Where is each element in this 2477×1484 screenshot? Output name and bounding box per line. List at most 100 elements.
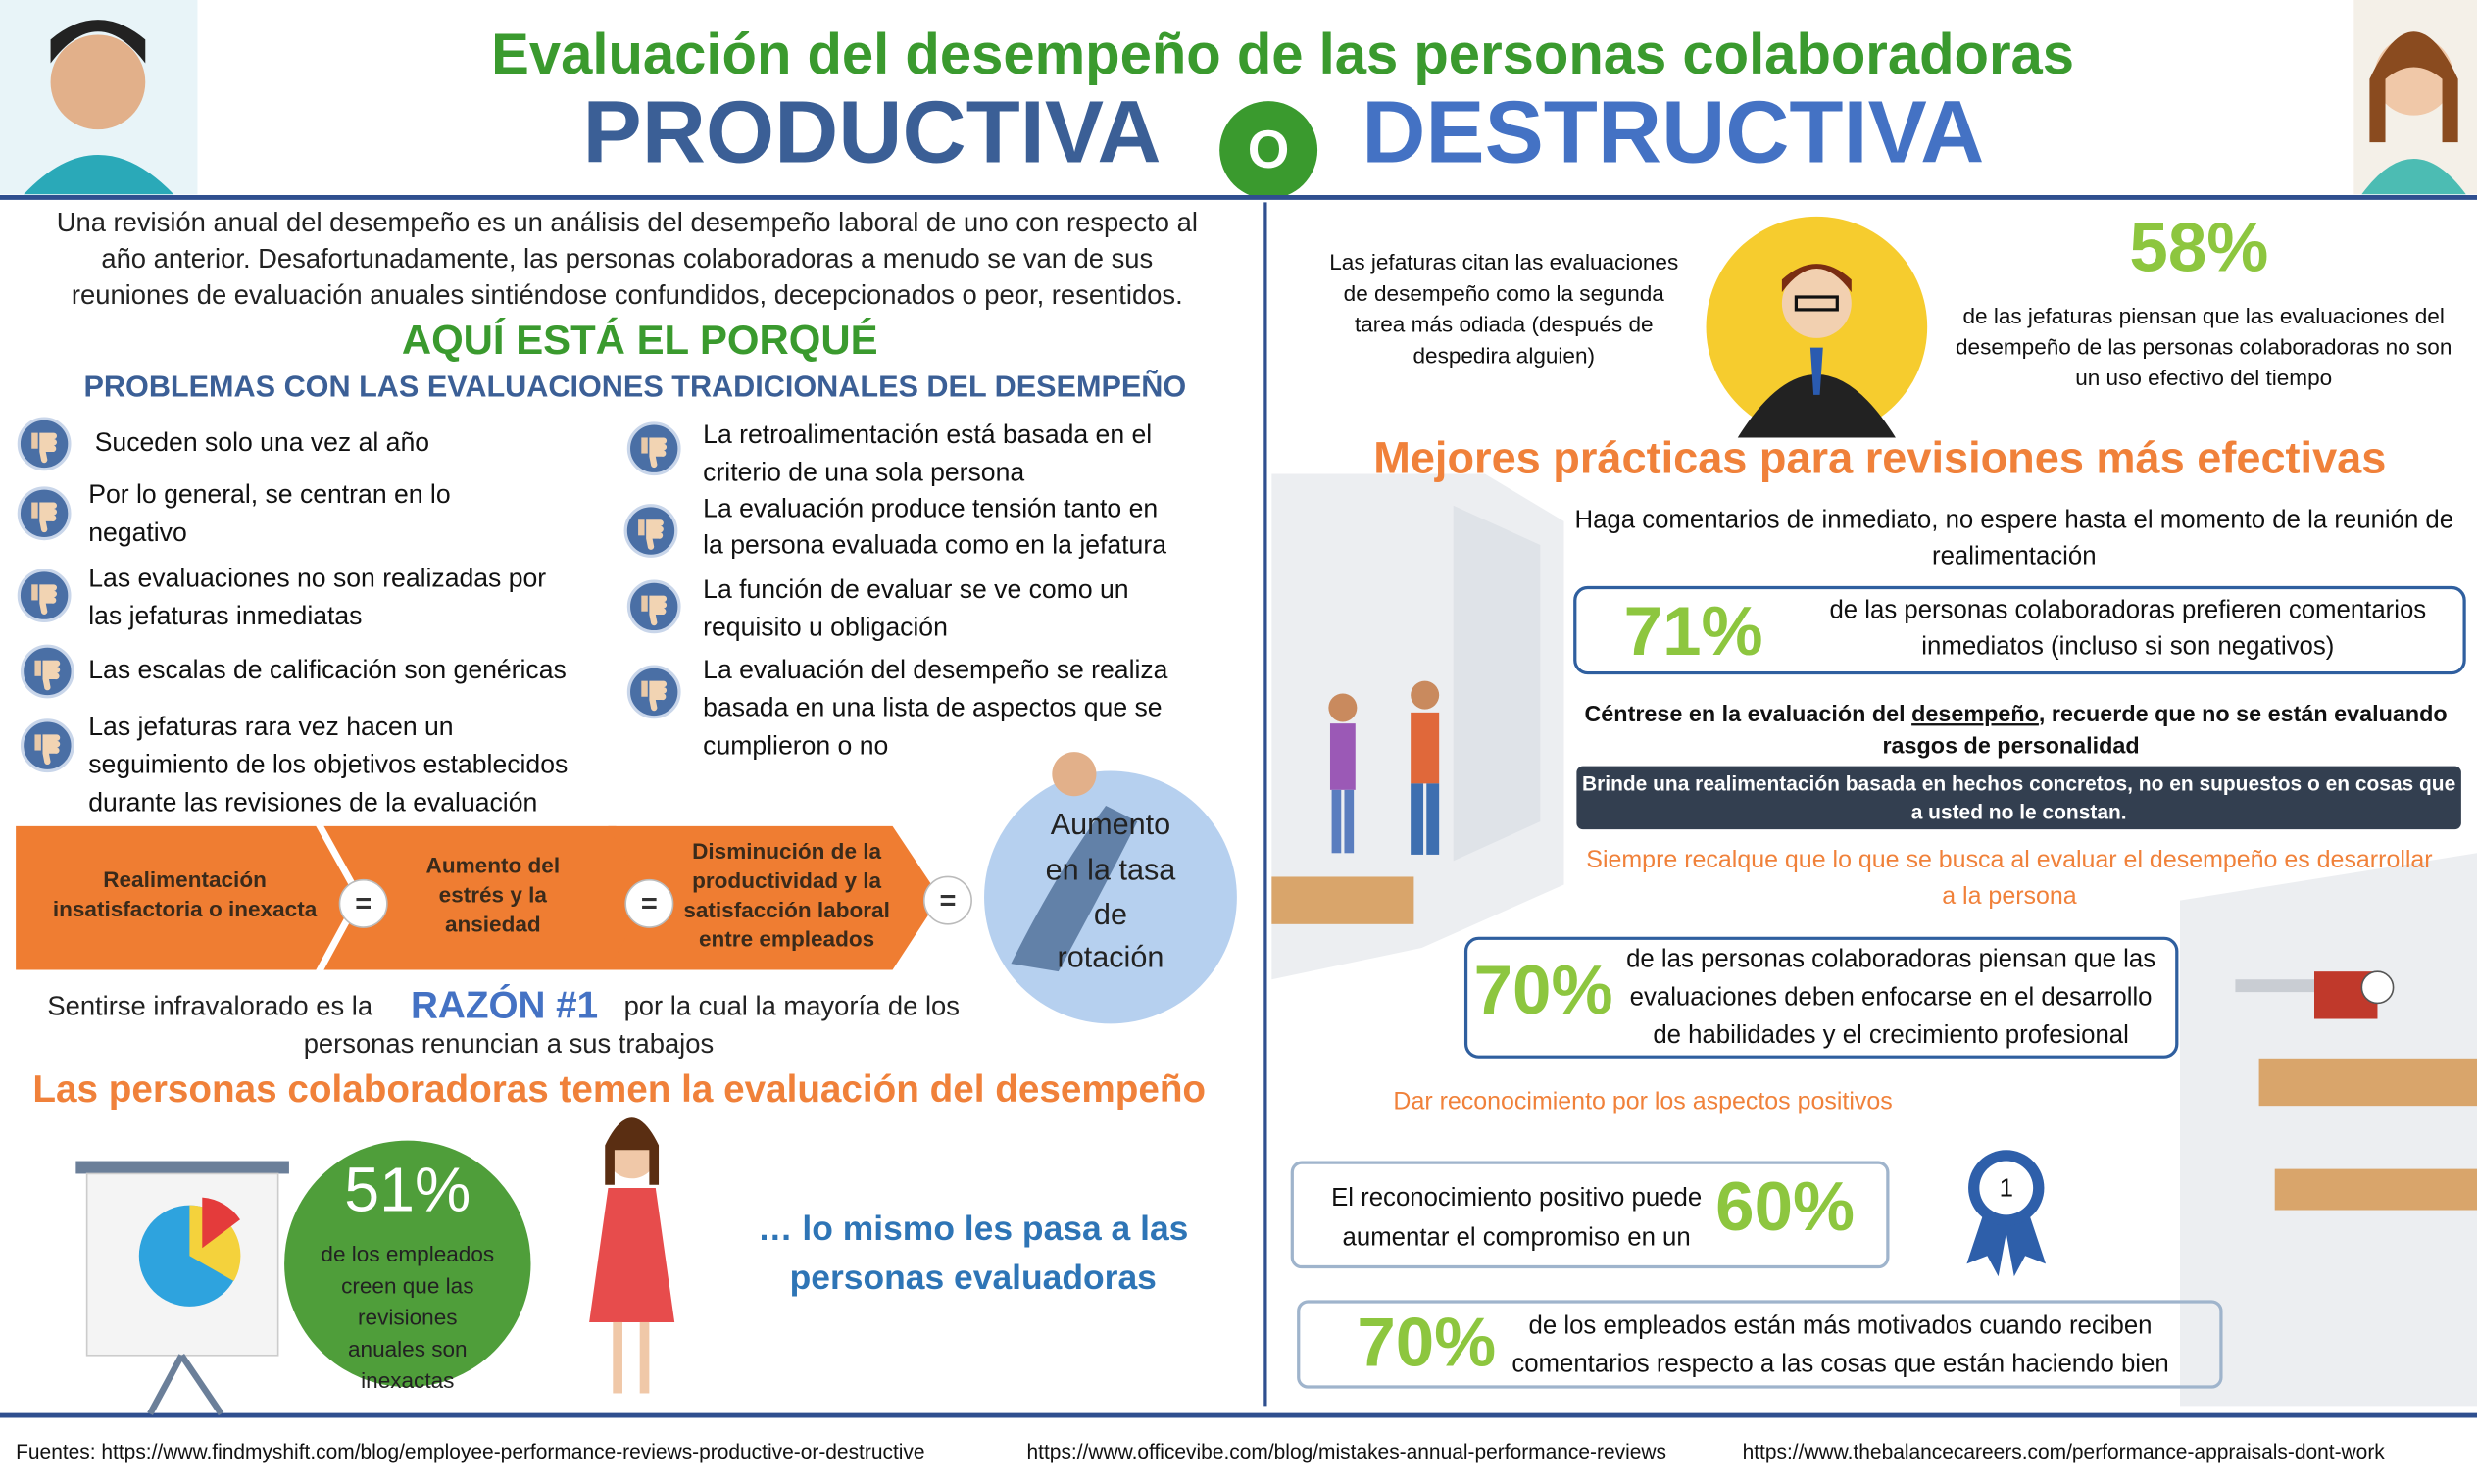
equals: = [355, 888, 372, 919]
intro-line: año anterior. Desafortunadamente, las pe… [101, 243, 1153, 273]
connector: O [1248, 119, 1290, 179]
equals: = [641, 888, 658, 919]
chain-step: Realimentación [103, 867, 267, 892]
connector-badge [1219, 101, 1318, 200]
headline-right: DESTRUCTIVA [1362, 83, 1984, 182]
reason-highlight: RAZÓN #1 [411, 983, 598, 1026]
stat-text: revisiones [358, 1306, 458, 1330]
stressed-man [1706, 216, 1928, 438]
chain-step: Disminución de la [692, 839, 881, 864]
stat-text: El reconocimiento positivo puede [1331, 1184, 1702, 1212]
problem-line: las jefaturas inmediatas [88, 601, 362, 630]
evaluators-text: … lo mismo les pasa a las [758, 1209, 1188, 1248]
tip-text: Céntrese en la evaluación del desempeño,… [1584, 701, 2447, 726]
hated-text: Las jefaturas citan las evaluaciones [1329, 250, 1678, 274]
title: Evaluación del desempeño de las personas… [491, 23, 2074, 86]
problem-line: La evaluación produce tensión tanto en [703, 494, 1158, 523]
chain-arrows [16, 752, 1237, 1024]
people-office [1328, 680, 1440, 855]
problem-line: La evaluación del desempeño se realiza [703, 655, 1168, 684]
stat-boxes [1290, 585, 2466, 1389]
chain-result: de [1094, 898, 1127, 931]
problem-line: negativo [88, 518, 187, 547]
tip-text: Siempre recalque que lo que se busca al … [1586, 846, 2432, 873]
tip-text: desempeño [1911, 701, 2039, 726]
tip-text: rasgos de personalidad [1882, 732, 2139, 758]
source: https://www.thebalancecareers.com/perfor… [1743, 1441, 2386, 1463]
chain-result: Aumento [1051, 808, 1171, 841]
facts-text: a usted no le constan. [1911, 802, 2127, 824]
facts-banner [1576, 766, 2461, 830]
tip-text: Haga comentarios de inmediato, no espere… [1574, 507, 2453, 534]
chain-step: ansiedad [445, 912, 541, 936]
hated-text: tarea más odiada (después de [1355, 313, 1654, 337]
tip-text: , recuerde que no se están evaluando [2039, 701, 2448, 726]
problem-line: cumplieron o no [703, 730, 888, 760]
woman-figure [589, 1117, 675, 1394]
hated-text: de desempeño como la segunda [1344, 281, 1665, 306]
problem-line: Suceden solo una vez al año [95, 427, 429, 457]
stat-text: inexactas [361, 1368, 454, 1393]
chain-step: insatisfactoria o inexacta [53, 897, 318, 921]
stat-text: de las personas colaboradoras piensan qu… [1626, 946, 2155, 973]
stat-value: 71% [1624, 593, 1763, 670]
stat-text: de las personas colaboradoras prefieren … [1829, 597, 2426, 624]
stat-text: de los empleados [321, 1242, 494, 1266]
chain-result: en la tasa [1046, 854, 1177, 887]
stat-value: 58% [2129, 210, 2268, 287]
stat-circle [284, 1140, 531, 1388]
stat-value: 70% [1357, 1304, 1496, 1381]
stat-value: 70% [1474, 952, 1613, 1029]
reason-text: personas renuncian a sus trabajos [304, 1028, 714, 1059]
source: Fuentes: https://www.findmyshift.com/blo… [16, 1441, 924, 1463]
problem-line: Por lo general, se centran en lo [88, 479, 450, 509]
problem-line: La función de evaluar se ve como un [703, 574, 1128, 604]
fear-heading: Las personas colaboradoras temen la eval… [32, 1068, 1206, 1111]
problem-line: Las jefaturas rara vez hacen un [88, 712, 453, 741]
stat-text: un uso efectivo del tiempo [2075, 366, 2332, 390]
evaluators-text: personas evaluadoras [790, 1258, 1157, 1297]
stat-text: anuales son [348, 1337, 468, 1361]
reason-text: Sentirse infravalorado es la [47, 990, 372, 1020]
facts-text: Brinde una realimentación basada en hech… [1582, 773, 2455, 796]
chain-step: satisfacción laboral [683, 898, 890, 922]
easel-chart [75, 1161, 289, 1416]
stat-value: 51% [344, 1154, 471, 1224]
headline-left: PRODUCTIVA [583, 83, 1162, 182]
section-heading: AQUÍ ESTÁ EL PORQUÉ [402, 317, 878, 363]
woman-avatar [2353, 0, 2477, 195]
stat-text: comentarios respecto a las cosas que est… [1511, 1350, 2168, 1377]
medal [1966, 1150, 2047, 1277]
problem-line: La retroalimentación está basada en el [703, 420, 1152, 449]
source: https://www.officevibe.com/blog/mistakes… [1027, 1441, 1666, 1463]
stat-text: de los empleados están más motivados cua… [1529, 1312, 2153, 1340]
problem-line: basada en una lista de aspectos que se [703, 693, 1162, 722]
man-avatar [0, 0, 198, 195]
stat-text: aumentar el compromiso en un [1343, 1223, 1691, 1251]
problem-line: la persona evaluada como en la jefatura [703, 530, 1166, 560]
medal-number: 1 [2000, 1174, 2013, 1202]
best-heading: Mejores prácticas para revisiones más ef… [1373, 433, 2386, 483]
chain-step: productividad y la [692, 868, 881, 893]
hated-text: despedira alguien) [1412, 343, 1595, 368]
reason-text: por la cual la mayoría de los [624, 990, 960, 1020]
tip-text: Dar reconocimiento por los aspectos posi… [1393, 1088, 1892, 1115]
chain-step: estrés y la [439, 883, 548, 908]
stat-text: desempeño de las personas colaboradoras … [1956, 334, 2452, 359]
stat-text: de las jefaturas piensan que las evaluac… [1963, 304, 2445, 328]
intro-line: Una revisión anual del desempeño es un a… [57, 207, 1198, 237]
problem-line: durante las revisiones de la evaluación [88, 787, 537, 816]
stat-value: 60% [1715, 1168, 1855, 1246]
problem-line: seguimiento de los objetivos establecido… [88, 750, 568, 779]
stat-text: inmediatos (incluso si son negativos) [1921, 633, 2334, 661]
equals: = [939, 885, 956, 916]
section-subheading: PROBLEMAS CON LAS EVALUACIONES TRADICION… [84, 370, 1187, 404]
problem-line: Las evaluaciones no son realizadas por [88, 564, 546, 593]
chain-step: Aumento del [426, 854, 561, 878]
chain-step: entre empleados [699, 927, 874, 952]
problem-line: Las escalas de calificación son genérica… [88, 655, 567, 684]
stat-text: creen que las [341, 1273, 473, 1298]
intro-line: reuniones de evaluación anuales sintiénd… [72, 279, 1183, 310]
stat-text: de habilidades y el crecimiento profesio… [1653, 1021, 2129, 1049]
